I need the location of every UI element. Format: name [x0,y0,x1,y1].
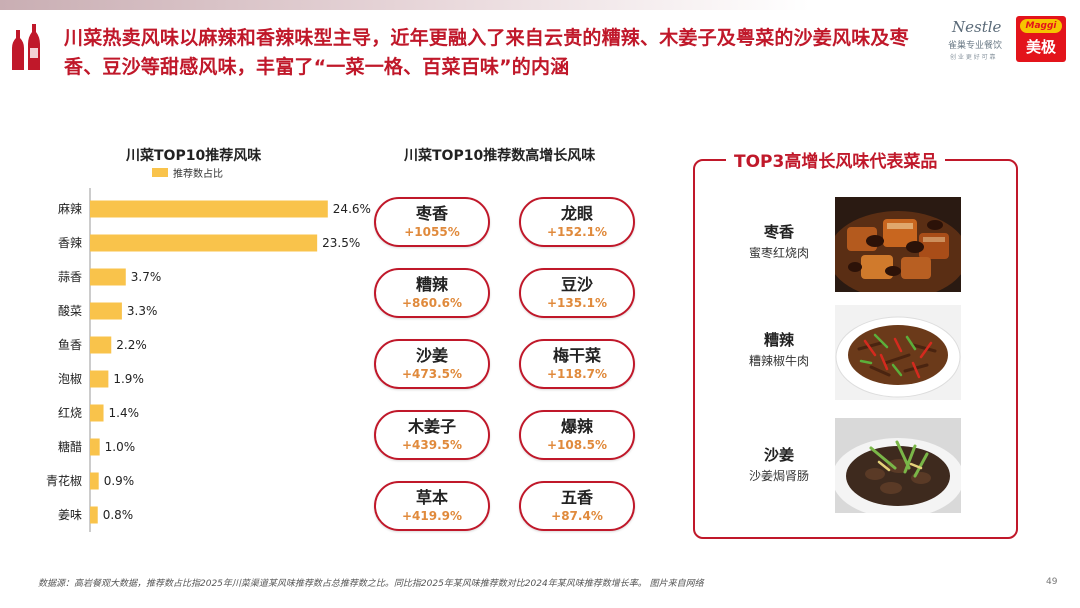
bar [90,302,122,320]
growth-flavor-name: 木姜子 [407,417,456,436]
bar-value-label: 0.9% [104,474,135,488]
category-label: 糖醋 [58,439,82,454]
dish-label-3: 沙姜 沙姜焗肾肠 [724,445,834,485]
nestle-sub-text: 雀巢专业餐饮 [948,41,1003,51]
growth-value: +473.5% [401,367,463,381]
growth-value: +118.7% [546,367,608,381]
growth-flavor-name: 糟辣 [415,275,448,294]
bar-value-label: 3.7% [131,270,162,284]
bar [90,506,98,524]
growth-pill: 爆辣 +108.5% [519,410,635,460]
category-label: 蒜香 [58,270,82,284]
growth-value: +152.1% [546,225,608,239]
growth-pill: 梅干菜 +118.7% [519,339,635,389]
bar [90,438,100,456]
growth-value: +860.6% [401,296,463,310]
top-decorative-bar [0,0,1080,10]
dish-flavor-name: 糟辣 [763,331,794,349]
dish-name: 蜜枣红烧肉 [748,246,809,260]
wine-bottles-icon [12,24,40,70]
nestle-logo: Nestle 雀巢专业餐饮 创 业 更 好 可 靠 [946,16,1014,64]
growth-value: +87.4% [551,509,603,523]
dish-flavor-name: 枣香 [763,223,794,241]
growth-pill: 枣香 +1055% [374,197,490,247]
growth-flavor-name: 梅干菜 [552,346,601,365]
category-label: 姜味 [58,508,82,522]
category-label: 鱼香 [58,338,82,352]
maggi-brand-text: Maggi [1020,19,1062,33]
growth-value: +135.1% [546,296,608,310]
growth-title: 川菜TOP10推荐数高增长风味 [404,148,596,164]
dish-photo-ginger-offal [835,418,961,513]
dish-label-1: 枣香 蜜枣红烧肉 [724,222,834,262]
bar-chart-legend: 推荐数占比 [152,165,223,180]
bar-value-label: 2.2% [116,338,146,352]
legend-label: 推荐数占比 [173,169,223,180]
growth-flavor-name: 龙眼 [560,204,593,223]
bar-value-label: 3.3% [127,304,157,318]
bar [90,370,109,388]
growth-pill: 五香 +87.4% [519,481,635,531]
growth-value: +419.9% [401,509,463,523]
growth-value: +108.5% [546,438,608,452]
dish-photo-chili-beef [835,305,961,400]
growth-pill: 木姜子 +439.5% [374,410,490,460]
maggi-logo: Maggi 美极 [1016,16,1066,62]
bar [90,234,318,252]
growth-pill: 糟辣 +860.6% [374,268,490,318]
category-label: 香辣 [58,236,82,250]
bar [90,404,104,422]
top3-panel-title: TOP3高增长风味代表菜品 [726,147,946,172]
category-label: 红烧 [58,405,82,420]
category-label: 青花椒 [46,473,82,488]
dish-label-2: 糟辣 糟辣椒牛肉 [724,330,834,370]
maggi-cn-text: 美极 [1025,38,1056,56]
growth-pill: 沙姜 +473.5% [374,339,490,389]
growth-pill: 草本 +419.9% [374,481,490,531]
category-label: 酸菜 [58,303,82,318]
bar [90,200,328,218]
growth-pill: 龙眼 +152.1% [519,197,635,247]
dish-name: 沙姜焗肾肠 [748,469,809,483]
bar [90,472,99,490]
dish-flavor-name: 沙姜 [763,446,794,464]
category-label: 泡椒 [58,372,82,386]
bar-value-label: 24.6% [333,202,371,216]
growth-flavor-name: 沙姜 [415,346,448,365]
bar [90,336,112,354]
dish-name: 糟辣椒牛肉 [748,354,809,368]
bar-value-label: 1.4% [109,406,139,420]
category-label: 麻辣 [58,201,82,216]
bar-value-label: 23.5% [322,236,360,250]
bar-value-label: 1.0% [105,440,135,454]
nestle-brand-text: Nestle [952,18,1002,36]
page-headline: 川菜热卖风味以麻辣和香辣味型主导，近年更融入了来自云贵的糟辣、木姜子及粤菜的沙姜… [64,27,909,78]
growth-flavor-name: 五香 [560,488,593,507]
bar-value-label: 0.8% [103,508,134,522]
nestle-slogan-text: 创 业 更 好 可 靠 [950,54,996,61]
footer-source-note: 数据源：高岩餐观大数据，推荐数占比指2025年川菜渠道某风味推荐数占总推荐数之比… [38,579,704,589]
growth-pill: 豆沙 +135.1% [519,268,635,318]
page-number: 49 [1046,577,1058,587]
growth-value: +1055% [404,225,460,239]
flavor-bar-chart: 麻辣 24.6% 香辣 23.5% 蒜香 3.7% 酸菜 3.3% 鱼香 2.2% 泡椒 1.9% 红烧… [46,188,371,532]
growth-flavor-name: 豆沙 [560,275,593,294]
growth-flavor-name: 爆辣 [560,417,593,436]
growth-value: +439.5% [401,438,463,452]
bar-chart-title: 川菜TOP10推荐风味 [126,148,262,164]
growth-flavor-name: 草本 [415,488,448,507]
bar [90,268,126,286]
growth-flavor-name: 枣香 [415,204,448,223]
bar-value-label: 1.9% [113,372,144,386]
legend-swatch [152,168,168,177]
dish-photo-date-pork [835,197,961,292]
